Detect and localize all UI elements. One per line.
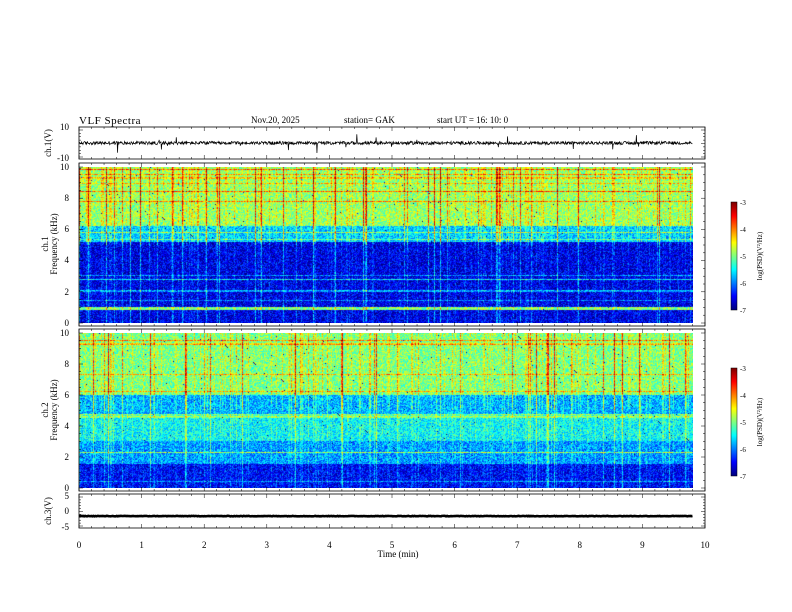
ch2-spec-ylabel-frequency: Frequency (kHz) bbox=[49, 379, 59, 440]
ch1-ytick-top: 10 bbox=[60, 122, 70, 132]
station-label: station= GAK bbox=[344, 115, 395, 125]
ch2-cbar-tick-m4: -4 bbox=[740, 392, 746, 400]
ch1-waveform-trace bbox=[78, 134, 693, 154]
x-tick-label-6: 6 bbox=[452, 540, 457, 550]
x-tick-label-3: 3 bbox=[265, 540, 270, 550]
ch1-spec-ytick-6: 6 bbox=[65, 224, 70, 234]
ch1-spectrogram-panel: 10 8 6 4 2 0 ch.1 Frequency (kHz) -3 -4 … bbox=[40, 162, 764, 328]
ch1-spectrogram-ticks bbox=[78, 163, 706, 326]
x-tick-label-10: 10 bbox=[701, 540, 711, 550]
x-tick-label-7: 7 bbox=[515, 540, 520, 550]
ch1-colorbar-frame bbox=[730, 201, 738, 311]
ch1-colorbar-label: log(PSD)(V²/Hz) bbox=[756, 231, 764, 280]
ch2-colorbar-frame bbox=[730, 367, 738, 477]
ch1-spec-ytick-8: 8 bbox=[65, 193, 70, 203]
ch3-waveform-trace bbox=[78, 514, 693, 518]
x-tick-label-4: 4 bbox=[327, 540, 332, 550]
date-label: Nov.20, 2025 bbox=[251, 115, 300, 125]
ch2-spec-ytick-2: 2 bbox=[65, 452, 70, 462]
x-tick-label-0: 0 bbox=[77, 540, 82, 550]
ch1-spec-ytick-2: 2 bbox=[65, 287, 70, 297]
x-tick-label-5: 5 bbox=[390, 540, 395, 550]
ch1-ylabel: ch.1(V) bbox=[43, 129, 53, 157]
ch1-cbar-tick-m6: -6 bbox=[740, 280, 746, 288]
x-tick-label-1: 1 bbox=[139, 540, 144, 550]
ch3-ylabel: ch.3(V) bbox=[43, 497, 53, 525]
ch2-spectrogram-image bbox=[79, 333, 693, 488]
ch2-cbar-tick-m6: -6 bbox=[740, 446, 746, 454]
x-tick-label-2: 2 bbox=[202, 540, 207, 550]
ch1-colorbar bbox=[731, 202, 737, 310]
ch2-spec-ytick-6: 6 bbox=[65, 390, 70, 400]
ch2-cbar-tick-m7: -7 bbox=[740, 473, 746, 481]
ch2-spectrogram-ticks bbox=[78, 329, 706, 491]
start-time-label: start UT = 16: 10: 0 bbox=[437, 115, 509, 125]
ch3-ytick-m5: -5 bbox=[62, 522, 70, 532]
ch1-spec-ylabel-channel: ch.1 bbox=[40, 236, 50, 251]
ch1-spec-ytick-4: 4 bbox=[65, 255, 70, 265]
ch1-spec-ytick-0: 0 bbox=[65, 318, 70, 328]
ch2-cbar-tick-m3: -3 bbox=[740, 365, 746, 373]
ch2-spec-ytick-8: 8 bbox=[65, 359, 70, 369]
ch3-ytick-0: 0 bbox=[65, 506, 70, 516]
ch2-colorbar-label: log(PSD)(V²/Hz) bbox=[756, 397, 764, 446]
ch1-spec-ylabel-frequency: Frequency (kHz) bbox=[49, 213, 59, 274]
ch2-colorbar bbox=[731, 368, 737, 476]
ch1-spectrogram-image bbox=[79, 167, 693, 323]
ch1-ytick-bottom: -10 bbox=[57, 153, 69, 163]
ch3-waveform-panel: 5 0 -5 ch.3(V) bbox=[43, 491, 706, 532]
x-axis-tick-labels: 0 1 2 3 4 5 6 7 8 9 10 bbox=[77, 540, 710, 550]
ch2-spectrogram-panel: 10 8 6 4 2 0 ch.2 Frequency (kHz) -3 -4 … bbox=[40, 328, 764, 493]
ch1-spec-ytick-10: 10 bbox=[60, 162, 70, 172]
ch1-waveform-ticks bbox=[78, 127, 706, 159]
ch3-waveform-ticks bbox=[78, 494, 706, 528]
ch1-cbar-tick-m3: -3 bbox=[740, 199, 746, 207]
ch1-waveform-panel: 10 -10 ch.1(V) bbox=[43, 122, 706, 163]
ch1-cbar-tick-m7: -7 bbox=[740, 307, 746, 315]
ch2-cbar-tick-m5: -5 bbox=[740, 419, 746, 427]
x-axis-label: Time (min) bbox=[378, 549, 419, 559]
ch2-spec-ylabel-channel: ch.2 bbox=[40, 402, 50, 417]
ch2-spec-ytick-4: 4 bbox=[65, 421, 70, 431]
ch2-spec-ytick-0: 0 bbox=[65, 483, 70, 493]
ch3-waveform-frame bbox=[78, 493, 706, 529]
ch1-cbar-tick-m4: -4 bbox=[740, 226, 746, 234]
ch1-cbar-tick-m5: -5 bbox=[740, 253, 746, 261]
figure-title: VLF Spectra bbox=[79, 115, 141, 127]
x-tick-label-8: 8 bbox=[578, 540, 583, 550]
ch2-spec-ytick-10: 10 bbox=[60, 328, 70, 338]
x-tick-label-9: 9 bbox=[640, 540, 645, 550]
ch3-ytick-5: 5 bbox=[65, 491, 70, 501]
